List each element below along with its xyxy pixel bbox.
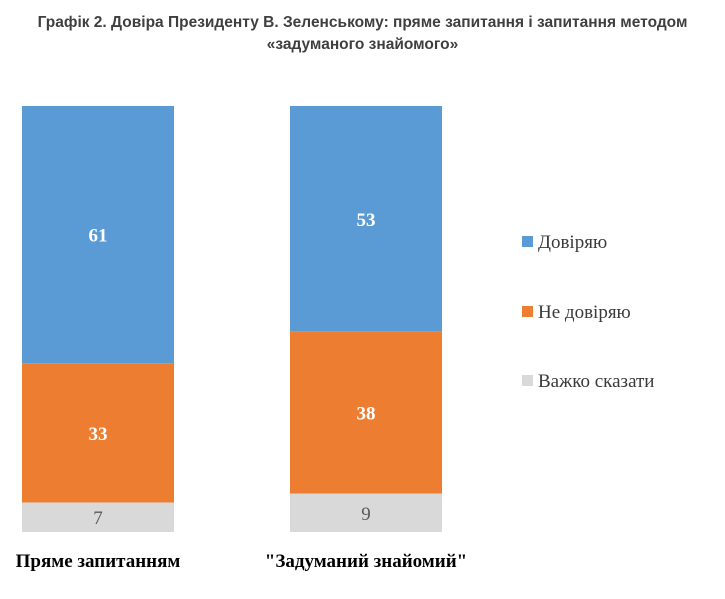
bar-segment-direct-distrust [22, 363, 174, 503]
data-label-direct-distrust: 33 [89, 424, 108, 445]
data-label-direct-trust: 61 [89, 226, 108, 247]
bars-group: 61 33 7 Пряме запитанням 53 38 9 "Задуманий зна… [16, 106, 467, 572]
legend: Довіряю Не довіряю Важко сказати [522, 232, 654, 392]
data-label-imagined-distrust: 38 [357, 404, 376, 425]
legend-item-trust: Довіряю [522, 232, 607, 253]
bar-segment-direct-trust [22, 106, 174, 364]
data-label-direct-hard-to-say: 7 [93, 508, 103, 529]
legend-item-distrust: Не довіряю [522, 302, 631, 323]
legend-label-distrust: Не довіряю [538, 302, 631, 323]
chart-title-line-2: «задуманого знайомого» [266, 36, 459, 53]
data-label-imagined-hard-to-say: 9 [361, 504, 371, 525]
legend-label-trust: Довіряю [538, 232, 607, 253]
category-label-direct: Пряме запитанням [16, 551, 181, 572]
legend-swatch-hard-to-say [522, 375, 533, 386]
category-label-imagined: "Задуманий знайомий" [265, 551, 467, 572]
bar-segment-direct-hard-to-say [22, 502, 174, 532]
legend-swatch-distrust [522, 306, 533, 317]
chart-title-line-1: Графік 2. Довіра Президенту В. Зеленсько… [37, 14, 688, 31]
legend-swatch-trust [522, 236, 533, 247]
chart-title: Графік 2. Довіра Президенту В. Зеленсько… [0, 12, 725, 56]
data-label-imagined-trust: 53 [357, 210, 376, 231]
bar-segment-imagined-trust [290, 106, 442, 332]
bar-segment-imagined-distrust [290, 331, 442, 494]
legend-item-hard-to-say: Важко сказати [522, 371, 654, 392]
bar-segment-imagined-hard-to-say [290, 493, 442, 532]
legend-label-hard-to-say: Важко сказати [538, 371, 654, 392]
